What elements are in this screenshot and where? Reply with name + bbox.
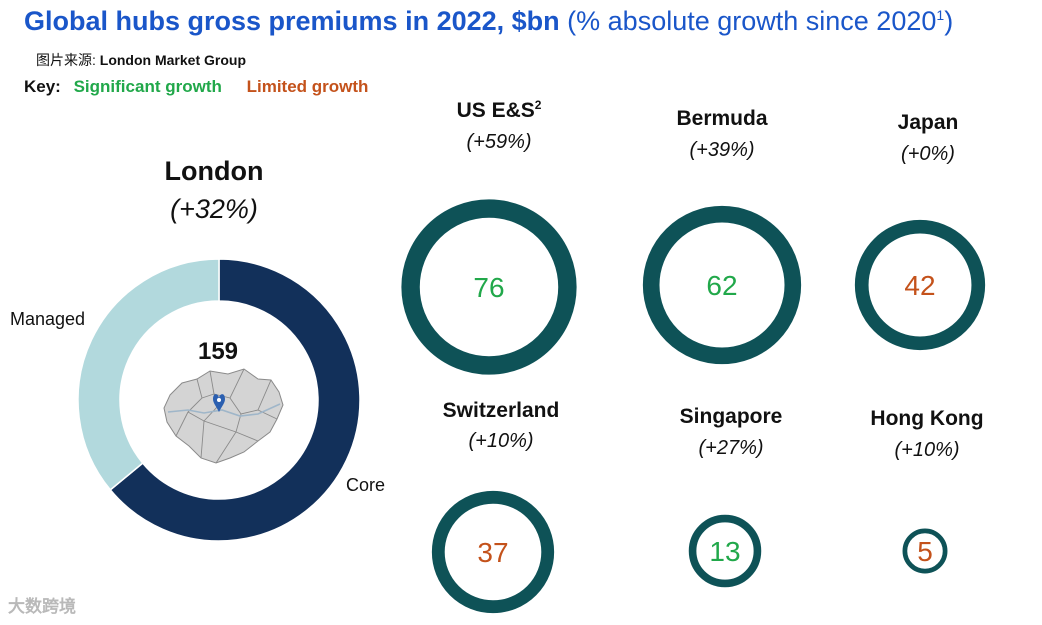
- hub-growth-switzerland: (+10%): [468, 430, 534, 452]
- hub-value-hong-kong: 5: [917, 536, 933, 567]
- hub-name-hong-kong: Hong Kong: [870, 407, 984, 430]
- hub-value-japan: 42: [904, 270, 935, 301]
- title-main: Global hubs gross premiums in 2022, $bn: [24, 6, 560, 36]
- hub-name-us-es: US E&S2: [456, 98, 542, 122]
- title-sub: (% absolute growth since 20201): [567, 6, 954, 36]
- source-line: 图片来源: London Market Group: [36, 50, 246, 70]
- hub-name-japan: Japan: [897, 111, 959, 134]
- segment-label-managed: Managed: [10, 309, 86, 329]
- hub-value-us-e-s: 76: [473, 272, 504, 303]
- segment-label-core: Core: [346, 475, 386, 495]
- london-total: 159: [197, 338, 239, 365]
- london-map-icon: [163, 368, 284, 464]
- london-name: London: [164, 156, 264, 186]
- hub-value-bermuda: 62: [706, 270, 737, 301]
- legend-significant: Significant growth: [73, 77, 222, 96]
- donut-segment-core: [109, 258, 361, 542]
- london-growth: (+32%): [170, 194, 258, 224]
- hub-name-switzerland: Switzerland: [442, 399, 560, 422]
- hub-growth-bermuda: (+39%): [689, 139, 755, 161]
- hub-growth-japan: (+0%): [901, 143, 955, 165]
- hub-ring-us-e-s: [401, 199, 577, 375]
- hub-growth-singapore: (+27%): [698, 437, 764, 459]
- donut-segment-managed: [77, 258, 220, 491]
- hub-ring-japan: [854, 219, 986, 351]
- hub-growth-hong-kong: (+10%): [894, 439, 960, 461]
- source-prefix: 图片来源:: [36, 52, 96, 68]
- legend-limited: Limited growth: [246, 77, 369, 96]
- legend-key-label: Key:: [24, 77, 61, 96]
- london-donut: [77, 258, 361, 542]
- hub-ring-bermuda: [642, 205, 802, 365]
- source-name: London Market Group: [99, 52, 246, 68]
- hub-name-bermuda: Bermuda: [676, 107, 768, 130]
- hub-growth-us-es: (+59%): [466, 131, 532, 153]
- watermark: 大数跨境: [8, 597, 76, 616]
- hub-rings: 76 62 42 37 13 5: [401, 199, 986, 614]
- legend: Key: Significant growth Limited growth: [24, 77, 368, 97]
- hub-value-singapore: 13: [709, 536, 740, 567]
- hub-ring-switzerland: [431, 490, 555, 614]
- chart-title: Global hubs gross premiums in 2022, $bn …: [24, 6, 953, 37]
- hub-ring-singapore: [688, 514, 762, 588]
- hub-ring-hong-kong: [902, 528, 948, 574]
- hub-value-switzerland: 37: [477, 537, 508, 568]
- hub-name-singapore: Singapore: [679, 405, 783, 428]
